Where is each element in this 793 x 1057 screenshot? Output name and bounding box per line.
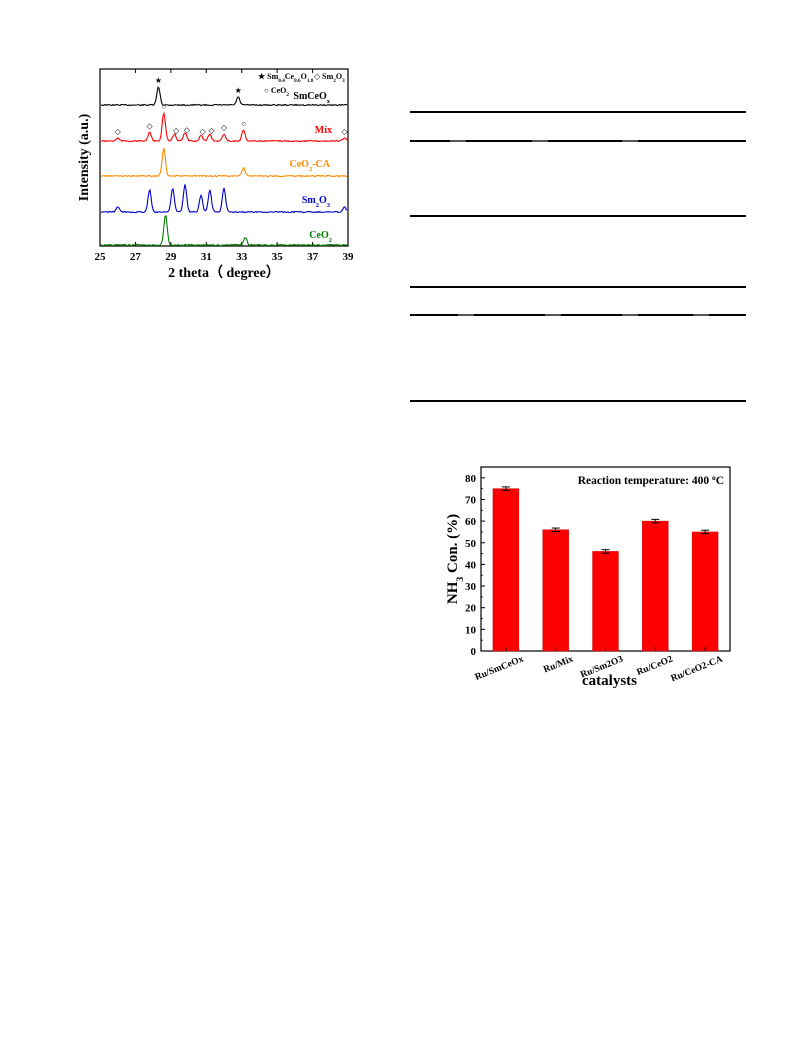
series-label: CeO2 [309,230,332,244]
series-label: CeO2-CA [290,159,331,173]
table2-bottom-rule [410,400,746,402]
x-tick-label: 37 [307,251,319,263]
x-tick-label: 25 [95,251,107,263]
y-tick-label: 30 [465,581,477,593]
cell-dash [622,140,638,142]
peak-marker: ○ [161,102,166,111]
y-tick-label: 20 [465,603,477,615]
y-axis-label: NH3 Con. (%) [445,514,466,604]
table2-top-rule [410,286,746,288]
x-tick-label: 31 [201,251,212,263]
x-tick-label: 33 [236,251,248,263]
peak-marker: ◇ [184,125,191,134]
series-label: SmCeOx [293,91,330,105]
bar [691,531,719,652]
reaction-temperature-note: Reaction temperature: 400 oC [578,473,724,488]
peak-marker: ◇ [173,126,180,135]
y-tick-label: 10 [465,624,477,636]
bar [492,488,520,652]
y-tick-label: 50 [465,538,477,550]
x-axis-label: 2 theta（ degree） [168,265,280,281]
bar [542,529,569,652]
cell-dash [545,314,561,316]
xrd-series-line [100,214,348,247]
y-tick-label: 0 [471,646,477,658]
peak-marker: ◇ [115,127,122,136]
legend-item-circle: ○ CeO2 [264,86,289,98]
xrd-figure: 25 27 29 31 33 35 37 39 2 theta（ degree） Intensit… [60,55,380,300]
peak-marker: ★ [235,86,242,95]
y-tick-label: 40 [465,559,477,571]
legend-item-diamond: ◇ Sm2O3 [314,72,345,84]
table-header-rule [410,140,746,142]
x-tick-label: 35 [272,251,284,263]
x-tick-label: 39 [343,251,355,263]
series-label: Mix [315,125,332,136]
category-label: Ru/Mix [542,654,575,675]
peak-marker: ◇ [147,122,154,131]
y-tick-label: 70 [465,494,477,506]
peak-marker: ★ [155,76,162,85]
cell-dash [693,314,709,316]
y-tick-label: 60 [465,516,477,528]
peak-marker: ◇ [209,126,216,135]
bar [592,551,619,652]
bar [642,520,669,652]
xrd-series-line [100,148,348,178]
table-outline [410,100,746,410]
y-tick-label: 80 [465,473,477,485]
peak-marker: ◇ [221,123,228,132]
legend-item-star: ★ Sm0.4Ce0.6O1.8 [258,72,314,84]
peak-marker: ◇ [200,127,207,136]
bar-figure: 0 10 20 30 40 50 60 70 80 Ru/SmCeOx Ru/Mix Ru/Sm2O3… [405,455,735,695]
category-label: Ru/CeO2-CA [670,654,725,684]
xrd-series-line [100,111,348,143]
cell-dash [458,314,474,316]
x-tick-label: 29 [165,251,177,263]
cell-dash [532,140,548,142]
x-tick-label: 27 [130,251,142,263]
series-label: Sm2O3 [302,195,331,209]
cell-dash [450,140,466,142]
category-label: Ru/SmCeOx [474,654,525,683]
cell-dash [622,314,638,316]
y-axis-label: Intensity (a.u.) [77,113,92,201]
table2-header-rule [410,314,746,316]
peak-marker: ◇ [341,127,348,136]
xrd-chart: 25 27 29 31 33 35 37 39 2 theta（ degree） Intensit… [77,68,355,281]
peak-marker: ○ [241,119,246,128]
table-bottom-rule [410,215,746,217]
table-top-rule [410,111,746,113]
xrd-series-line [100,86,348,107]
x-axis-label: catalysts [582,673,637,689]
xrd-series-line [100,184,348,214]
